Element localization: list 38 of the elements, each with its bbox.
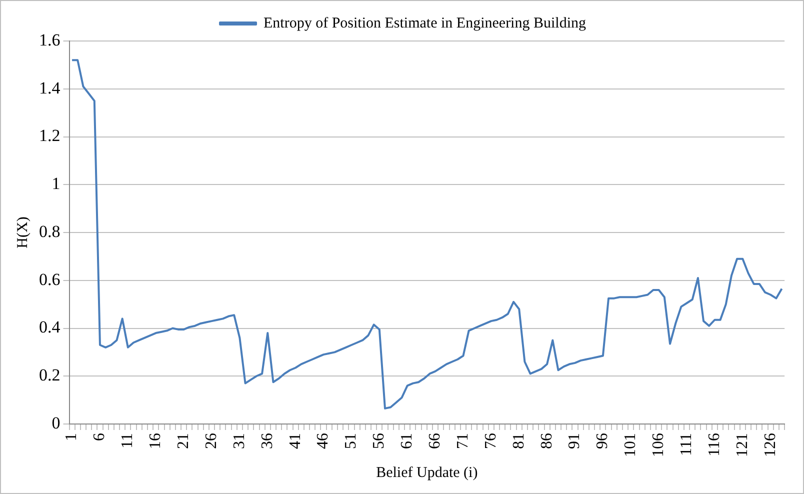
x-tick-label: 36 bbox=[258, 433, 276, 449]
x-tick-label: 21 bbox=[175, 433, 192, 449]
x-tick-label: 66 bbox=[426, 433, 444, 449]
x-tick-label: 31 bbox=[230, 433, 248, 449]
y-tick-label: 0.4 bbox=[39, 318, 61, 337]
x-tick-label: 106 bbox=[650, 433, 668, 457]
legend-label: Entropy of Position Estimate in Engineering Building bbox=[264, 15, 586, 32]
y-axis-title: H(X) bbox=[14, 216, 31, 248]
x-tick-label: 126 bbox=[762, 433, 779, 457]
x-axis-title: Belief Update (i) bbox=[376, 464, 478, 481]
y-tick-label: 0.2 bbox=[39, 366, 60, 385]
x-tick-label: 6 bbox=[91, 433, 108, 441]
x-tick-label: 101 bbox=[622, 433, 640, 457]
x-tick-label: 51 bbox=[342, 433, 360, 449]
y-tick-label: 0.8 bbox=[39, 222, 60, 241]
y-tick-label: 0 bbox=[52, 413, 60, 432]
x-tick-label: 71 bbox=[454, 433, 472, 449]
y-tick-label: 1.2 bbox=[39, 126, 60, 146]
x-tick-label: 111 bbox=[678, 433, 695, 456]
x-tick-label: 1 bbox=[63, 433, 80, 441]
y-tick-label: 0.6 bbox=[39, 270, 60, 289]
x-tick-label: 26 bbox=[202, 433, 220, 449]
x-tick-label: 16 bbox=[147, 433, 164, 449]
x-tick-label: 121 bbox=[734, 433, 751, 457]
x-tick-label: 91 bbox=[566, 433, 584, 449]
x-tick-label: 41 bbox=[286, 433, 304, 449]
x-tick-label: 11 bbox=[119, 433, 136, 448]
x-tick-label: 56 bbox=[370, 433, 388, 449]
x-tick-label: 86 bbox=[538, 433, 556, 449]
y-tick-label: 1 bbox=[52, 174, 60, 194]
x-tick-label: 76 bbox=[482, 433, 500, 449]
x-tick-label: 46 bbox=[314, 433, 332, 449]
x-tick-label: 96 bbox=[594, 433, 612, 449]
x-tick-label: 81 bbox=[510, 433, 528, 449]
x-tick-label: 61 bbox=[398, 433, 416, 449]
y-tick-label: 1.6 bbox=[39, 30, 60, 50]
y-tick-label: 1.4 bbox=[39, 78, 61, 98]
x-tick-label: 116 bbox=[706, 433, 723, 456]
